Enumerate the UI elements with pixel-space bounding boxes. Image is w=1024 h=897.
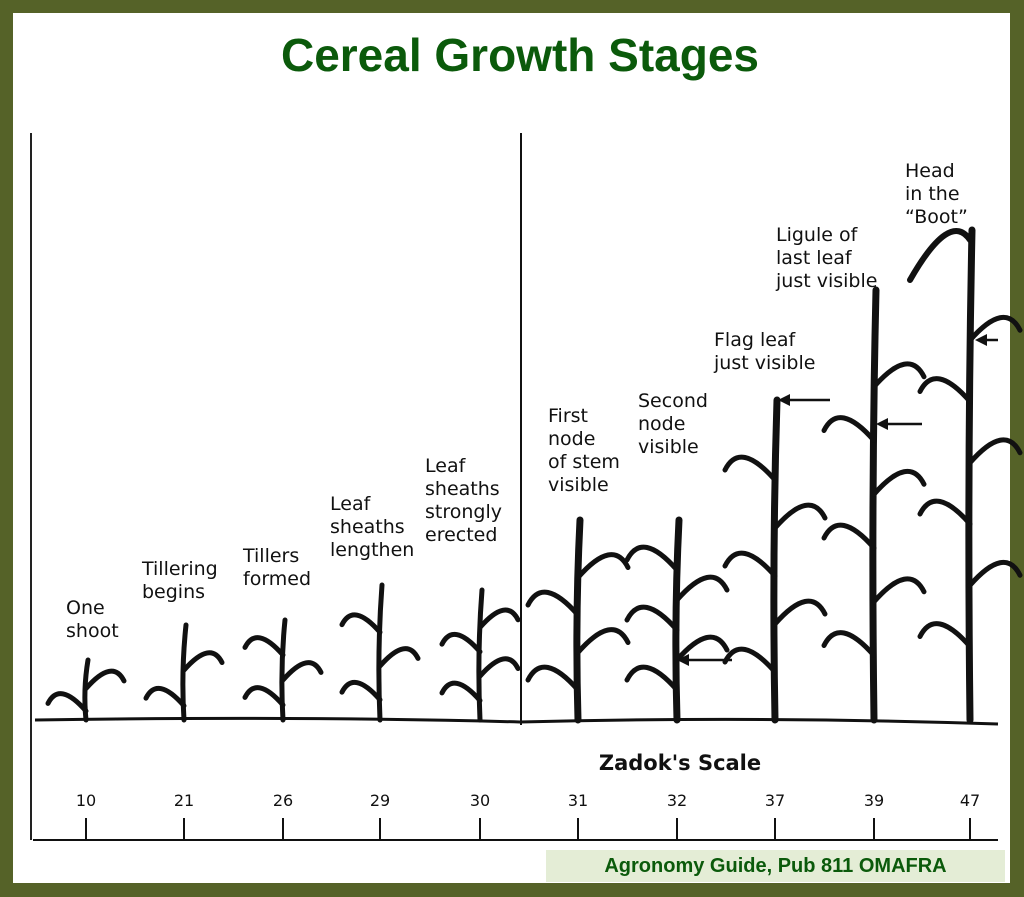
stage-label: Leaf sheaths lengthen: [330, 493, 414, 561]
arrow-icon: [778, 394, 830, 406]
stage-code: 26: [273, 791, 293, 810]
stage-label-line: Leaf: [330, 493, 372, 515]
arrow-icon: [975, 334, 998, 346]
stage-code: 32: [667, 791, 687, 810]
page-title: Cereal Growth Stages: [280, 29, 760, 81]
stage-label-line: Leaf: [425, 455, 467, 477]
plant-stage-37: [722, 396, 828, 724]
stage-label: Leaf sheaths strongly erected: [425, 455, 502, 546]
stage-label-line: last leaf: [776, 247, 853, 269]
stage-code: 29: [370, 791, 390, 810]
scale-ticks: 10 21 26 29 30 31 32 37 39 47: [76, 791, 980, 840]
plant-stage-30: [439, 587, 521, 723]
ground-line: [34, 716, 999, 726]
arrow-icon: [876, 418, 922, 430]
stage-label-line: Second: [638, 390, 708, 412]
stage-label: Tillers formed: [242, 545, 311, 590]
stage-label: Second node visible: [638, 390, 708, 458]
stage-label-line: formed: [243, 568, 311, 590]
plant-stage-31: [525, 516, 631, 724]
diagram-panel: [13, 13, 1010, 883]
stage-label: Tillering begins: [141, 558, 218, 603]
stage-label-line: “Boot”: [905, 206, 968, 228]
stage-labels: One shoot Tillering begins Tillers formed Leaf…: [66, 160, 968, 642]
stage-label-line: First: [548, 405, 588, 427]
stage-label-line: in the: [905, 183, 960, 205]
plant-stage-10: [45, 657, 127, 723]
stage-code: 10: [76, 791, 96, 810]
credit-caption: Agronomy Guide, Pub 811 OMAFRA: [546, 850, 1005, 882]
stage-label-line: erected: [425, 524, 497, 546]
stage-label: One shoot: [66, 597, 119, 642]
stage-label-line: shoot: [66, 620, 119, 642]
scale-label: Zadok's Scale: [599, 751, 761, 775]
stage-label: Ligule of last leaf just visible: [775, 224, 877, 292]
stage-code: 31: [568, 791, 588, 810]
stage-label-line: just visible: [775, 270, 877, 292]
plants: [45, 226, 1023, 724]
stage-label-line: sheaths: [330, 516, 405, 538]
stage-code: 30: [470, 791, 490, 810]
stage-label-line: lengthen: [330, 539, 414, 561]
stage-label-line: visible: [548, 474, 609, 496]
plant-stage-32: [624, 516, 730, 724]
stage-label-line: strongly: [425, 501, 502, 523]
plant-stage-29: [339, 582, 421, 723]
stage-label-line: sheaths: [425, 478, 500, 500]
plant-stage-26: [242, 617, 324, 723]
stage-label-line: Ligule of: [776, 224, 859, 246]
stage-label-line: visible: [638, 436, 699, 458]
plant-stage-21: [143, 622, 225, 723]
stage-label-line: of stem: [548, 451, 620, 473]
stage-code: 21: [174, 791, 194, 810]
plant-stage-39: [821, 286, 927, 724]
stage-label-line: One: [66, 597, 105, 619]
stage-label-line: begins: [142, 581, 205, 603]
stage-code: 47: [960, 791, 980, 810]
stage-label-line: Tillers: [242, 545, 299, 567]
arrow-icon: [677, 654, 732, 666]
stage-label-line: Head: [905, 160, 955, 182]
stage-label-line: just visible: [713, 352, 815, 374]
stage-label-line: node: [638, 413, 685, 435]
stage-label: Head in the “Boot”: [905, 160, 968, 228]
plant-stage-47: [907, 226, 1023, 724]
stage-label: Flag leaf just visible: [713, 329, 815, 374]
stage-label-line: Tillering: [141, 558, 218, 580]
stage-label: First node of stem visible: [548, 405, 620, 496]
stage-label-line: node: [548, 428, 595, 450]
stage-code: 37: [765, 791, 785, 810]
stage-code: 39: [864, 791, 884, 810]
stage-label-line: Flag leaf: [714, 329, 797, 351]
